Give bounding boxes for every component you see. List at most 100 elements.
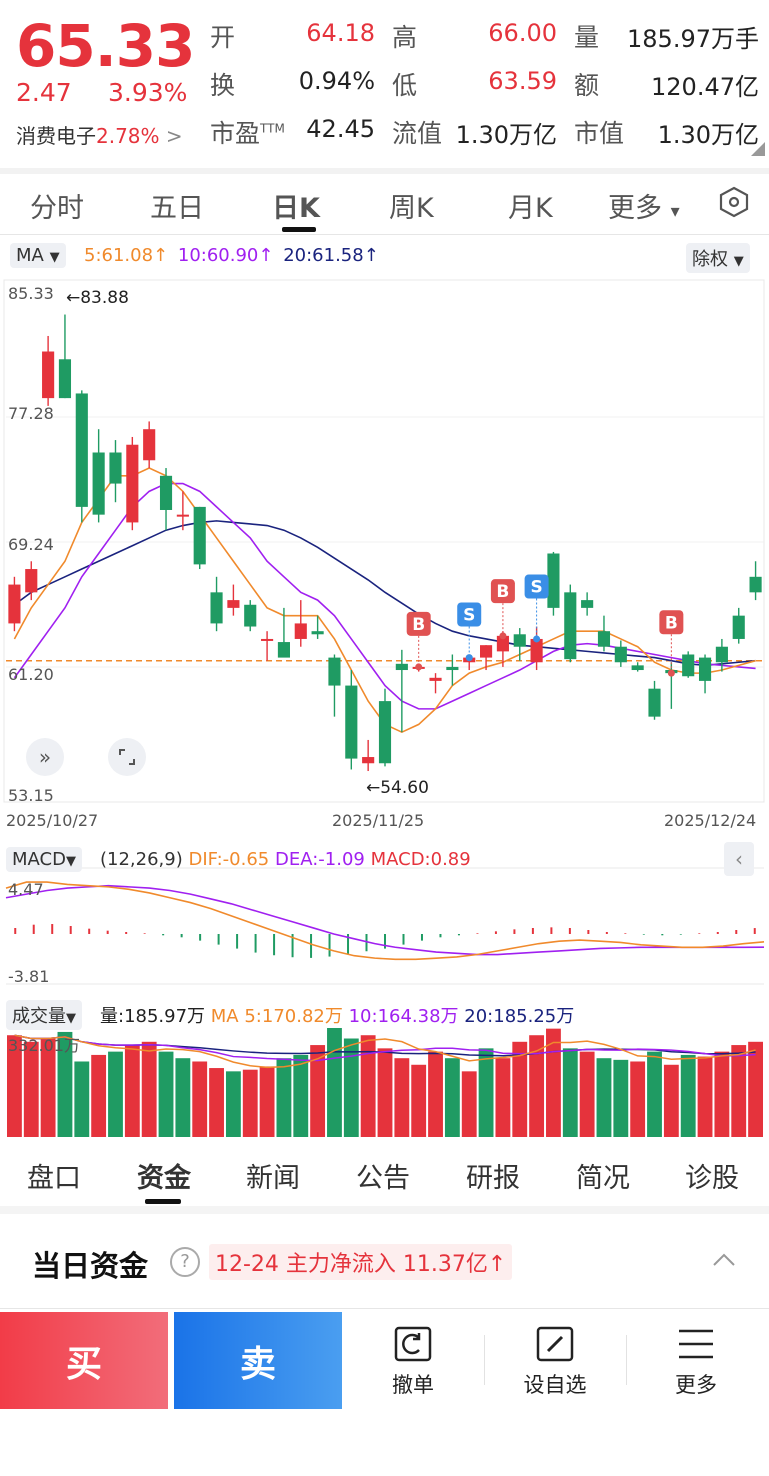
volume-ma10-line: [14, 1034, 756, 1062]
volume-bar: [310, 1045, 326, 1137]
tab-news[interactable]: 新闻: [246, 1163, 300, 1194]
signal-dot: [533, 635, 541, 643]
sell-signal-badge: [524, 574, 549, 599]
tab-funds[interactable]: 资金: [137, 1163, 191, 1194]
more-menu-button[interactable]: 更多: [646, 1325, 746, 1399]
volume-bar: [259, 1066, 275, 1137]
stock-chart[interactable]: B S B S B: [0, 270, 769, 1140]
add-watchlist-button[interactable]: 设自选: [505, 1325, 605, 1399]
candle-body: [496, 635, 509, 652]
volume-bar: [343, 1038, 359, 1137]
candle-body: [581, 600, 594, 608]
candle-body: [328, 657, 341, 686]
buy-signal-label: B: [665, 613, 678, 633]
sell-button[interactable]: 卖: [174, 1312, 342, 1409]
candle-body: [732, 615, 745, 639]
fullscreen-icon[interactable]: [108, 738, 146, 776]
sell-signal-badge: [457, 602, 482, 627]
tab-profile[interactable]: 简况: [576, 1163, 630, 1194]
volume-bar: [495, 1058, 511, 1137]
stat-label: 开: [210, 23, 236, 52]
caret-down-icon: ▾: [670, 201, 680, 222]
candle-body: [749, 576, 762, 593]
tab-daily-k[interactable]: 日K: [272, 193, 320, 224]
candle-body: [193, 506, 206, 565]
sector-percent: 2.78%: [96, 124, 160, 148]
high-marker: ←83.88: [66, 288, 129, 308]
candle-body: [311, 631, 324, 635]
volume-bar: [562, 1048, 578, 1137]
stat-value: 120.47亿: [651, 73, 759, 101]
signal-dot: [499, 632, 507, 640]
up-arrow-icon: ↑: [153, 245, 169, 266]
tab-research[interactable]: 研报: [466, 1163, 520, 1194]
ma5-value: 5:61.08: [84, 245, 154, 266]
price-chart-frame: [3, 279, 765, 803]
funds-inflow-info: 12-24 主力净流入 11.37亿↑: [209, 1244, 513, 1280]
cancel-order-button[interactable]: 撤单: [363, 1325, 463, 1399]
caret-down-icon: ▼: [49, 250, 60, 265]
x-axis-date: 2025/11/25: [332, 811, 425, 830]
volume-bar: [680, 1054, 696, 1137]
volume-top-label: 332.01万: [8, 1036, 80, 1055]
signal-dot: [465, 654, 473, 662]
buy-button[interactable]: 买: [0, 1312, 168, 1409]
caret-down-icon: ▼: [66, 1011, 76, 1026]
macd-selector[interactable]: MACD▼: [6, 847, 82, 872]
signal-dot: [667, 669, 675, 677]
ma20-value: 20:61.58: [283, 245, 364, 266]
candle-body: [614, 646, 627, 663]
expand-right-icon[interactable]: »: [26, 738, 64, 776]
stat-value: 66.00: [488, 19, 557, 47]
candle-body: [75, 393, 88, 507]
x-axis-date: 2025/10/27: [6, 811, 99, 830]
settings-hexagon-icon[interactable]: [718, 186, 750, 218]
volume-ma5: MA 5:170.82万: [210, 1006, 343, 1027]
ma-selector[interactable]: MA ▼: [10, 243, 66, 268]
tab-announcements[interactable]: 公告: [356, 1163, 410, 1194]
volume-bar: [242, 1069, 258, 1137]
chevron-up-icon[interactable]: [712, 1252, 736, 1268]
tab-weekly-k[interactable]: 周K: [389, 193, 434, 224]
candle-body: [682, 654, 695, 677]
tab-minute[interactable]: 分时: [30, 193, 84, 224]
ma10-line: [13, 482, 756, 710]
candle-body: [530, 638, 543, 663]
buy-signal-badge: [406, 611, 431, 636]
volume-bar: [91, 1054, 107, 1137]
stat-value: 1.30万亿: [455, 121, 557, 149]
tab-order-book[interactable]: 盘口: [27, 1163, 81, 1194]
candle-body: [277, 642, 290, 658]
buy-signal-badge: [659, 610, 684, 635]
candle-body: [698, 657, 712, 681]
stat-label: 高: [392, 23, 418, 52]
tab-more[interactable]: 更多 ▾: [608, 186, 680, 225]
collapse-left-icon[interactable]: ‹: [724, 842, 754, 876]
volume-bar: [293, 1054, 309, 1137]
y-axis-label: 85.33: [8, 284, 54, 303]
stat-label: 流值: [392, 119, 443, 148]
volume-bar: [731, 1045, 747, 1137]
sector-name: 消费电子: [16, 124, 96, 148]
adjust-selector[interactable]: 除权 ▼: [686, 243, 750, 273]
sell-signal-label: S: [463, 605, 475, 625]
volume-selector[interactable]: 成交量▼: [6, 1000, 82, 1030]
candle-body: [378, 701, 392, 764]
volume-bar: [74, 1061, 90, 1137]
sector-link[interactable]: 消费电子2.78% >: [16, 120, 183, 149]
tab-diagnosis[interactable]: 诊股: [685, 1163, 739, 1194]
tab-monthly-k[interactable]: 月K: [508, 193, 553, 224]
y-axis-label: 77.28: [8, 404, 54, 423]
volume-bar: [512, 1041, 528, 1137]
candle-body: [159, 475, 173, 510]
stat-value: 0.94%: [298, 67, 375, 95]
candle-body: [480, 645, 493, 658]
tab-five-day[interactable]: 五日: [150, 193, 204, 224]
y-axis-label: 61.20: [8, 665, 54, 684]
candle-body: [395, 663, 408, 671]
candle-body: [597, 631, 611, 647]
candle-body: [715, 646, 728, 663]
help-icon[interactable]: ?: [170, 1247, 200, 1277]
volume-selector-label: 成交量: [12, 1006, 66, 1027]
candle-body: [143, 429, 156, 461]
